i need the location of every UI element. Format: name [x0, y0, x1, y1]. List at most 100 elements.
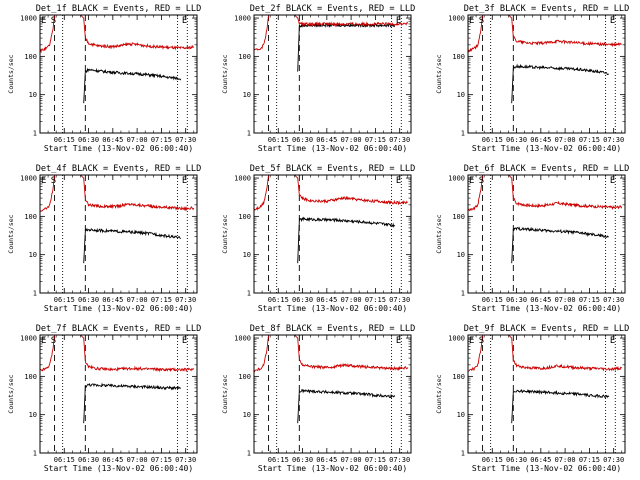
events-series-line — [83, 67, 182, 104]
lld-series-line — [40, 335, 194, 373]
plot-area — [254, 15, 409, 133]
plot-area — [254, 335, 409, 453]
x-tick-label: 06:15 — [54, 296, 75, 304]
x-tick-label: 07:00 — [127, 456, 148, 464]
x-tick-label: 06:45 — [530, 456, 551, 464]
y-tick-label: 10 — [457, 91, 465, 99]
y-tick-label: 1000 — [20, 175, 37, 183]
detector-panel-4: Det_4f BLACK = Events, RED = LLD Counts/s… — [7, 164, 201, 313]
x-tick-label: 07:15 — [579, 296, 600, 304]
x-axis-label: Start Time (13-Nov-02 06:00:40) — [472, 144, 621, 153]
lld-series-line — [468, 15, 622, 53]
x-tick-label: 06:45 — [316, 296, 337, 304]
y-tick-label: 1000 — [448, 15, 465, 23]
lld-series-line — [468, 175, 623, 212]
y-tick-label: 10 — [457, 411, 465, 419]
y-tick-label: 100 — [24, 53, 37, 61]
plot-area — [468, 175, 623, 293]
y-tick-label: 1 — [33, 290, 37, 298]
plot-area — [468, 15, 622, 133]
event-marker-s: S — [51, 336, 56, 346]
x-tick-label: 06:45 — [530, 296, 551, 304]
event-marker-e: E — [610, 16, 615, 26]
y-axis-label: Counts/sec — [435, 54, 443, 93]
event-marker-e: E — [469, 336, 474, 346]
plot-frame — [39, 174, 198, 294]
plot-frame — [253, 174, 412, 294]
x-axis-label: Start Time (13-Nov-02 06:00:40) — [258, 464, 407, 473]
y-tick-label: 10 — [243, 251, 251, 259]
x-tick-label: 07:30 — [175, 296, 196, 304]
y-tick-label: 1000 — [448, 335, 465, 343]
x-tick-label: 07:30 — [389, 136, 410, 144]
event-marker-s: S — [51, 16, 56, 26]
event-marker-e: E — [469, 16, 474, 26]
y-tick-label: 100 — [24, 373, 37, 381]
event-marker-e: E — [610, 336, 615, 346]
events-series-line — [511, 63, 610, 104]
plot-area — [468, 335, 623, 453]
detector-panel-8: Det_8f BLACK = Events, RED = LLD Counts/s… — [221, 324, 415, 473]
x-tick-label: 06:30 — [506, 456, 527, 464]
detector-panel-9: Det_9f BLACK = Events, RED = LLD Counts/s… — [435, 324, 629, 473]
plot-frame — [467, 174, 626, 294]
x-tick-label: 06:30 — [78, 456, 99, 464]
detector-panel-2: Det_2f BLACK = Events, RED = LLD Counts/s… — [221, 4, 415, 153]
event-marker-s: S — [51, 176, 56, 186]
lld-series-line — [254, 15, 409, 51]
y-axis-label: Counts/sec — [435, 374, 443, 413]
y-tick-label: 100 — [452, 373, 465, 381]
y-tick-label: 1 — [461, 290, 465, 298]
event-marker-e: E — [41, 16, 46, 26]
y-tick-label: 100 — [238, 373, 251, 381]
y-tick-label: 100 — [24, 213, 37, 221]
y-tick-label: 10 — [457, 251, 465, 259]
y-tick-label: 100 — [452, 53, 465, 61]
panel-title: Det_8f BLACK = Events, RED = LLD — [250, 324, 416, 334]
panel-title: Det_9f BLACK = Events, RED = LLD — [464, 324, 630, 334]
x-tick-label: 06:30 — [506, 136, 527, 144]
x-tick-label: 07:00 — [555, 136, 576, 144]
lld-series-line — [254, 335, 409, 373]
y-tick-label: 1000 — [234, 175, 251, 183]
x-tick-label: 07:00 — [341, 296, 362, 304]
panel-title: Det_1f BLACK = Events, RED = LLD — [36, 4, 202, 14]
x-tick-label: 06:45 — [102, 136, 123, 144]
y-tick-label: 1 — [33, 450, 37, 458]
plot-area — [254, 175, 408, 293]
y-axis-label: Counts/sec — [221, 374, 229, 413]
x-tick-label: 07:15 — [579, 136, 600, 144]
x-tick-label: 06:30 — [292, 456, 313, 464]
plot-frame — [39, 334, 198, 454]
y-axis-label: Counts/sec — [435, 214, 443, 253]
y-tick-label: 10 — [243, 91, 251, 99]
x-tick-label: 07:15 — [365, 456, 386, 464]
x-tick-label: 07:15 — [151, 136, 172, 144]
y-tick-label: 100 — [238, 53, 251, 61]
x-tick-label: 06:30 — [78, 136, 99, 144]
y-tick-label: 10 — [29, 91, 37, 99]
events-series-line — [83, 382, 182, 424]
x-tick-label: 07:15 — [365, 296, 386, 304]
plot-frame — [253, 334, 412, 454]
event-marker-e: E — [41, 176, 46, 186]
x-tick-label: 07:00 — [341, 136, 362, 144]
lld-series-line — [468, 335, 623, 372]
event-marker-e: E — [396, 336, 401, 346]
y-tick-label: 100 — [238, 213, 251, 221]
x-tick-label: 06:15 — [54, 136, 75, 144]
x-tick-label: 06:45 — [102, 296, 123, 304]
events-series-line — [511, 388, 610, 424]
detector-panel-6: Det_6f BLACK = Events, RED = LLD Counts/s… — [435, 164, 629, 313]
x-tick-label: 06:15 — [54, 456, 75, 464]
lld-series-line — [254, 175, 408, 211]
y-tick-label: 1000 — [234, 335, 251, 343]
event-marker-s: S — [479, 336, 484, 346]
events-series-line — [297, 388, 396, 424]
x-tick-label: 07:00 — [341, 456, 362, 464]
x-tick-label: 07:00 — [555, 456, 576, 464]
y-axis-label: Counts/sec — [7, 54, 15, 93]
panel-title: Det_4f BLACK = Events, RED = LLD — [36, 164, 202, 174]
y-tick-label: 100 — [452, 213, 465, 221]
x-tick-label: 06:30 — [292, 136, 313, 144]
